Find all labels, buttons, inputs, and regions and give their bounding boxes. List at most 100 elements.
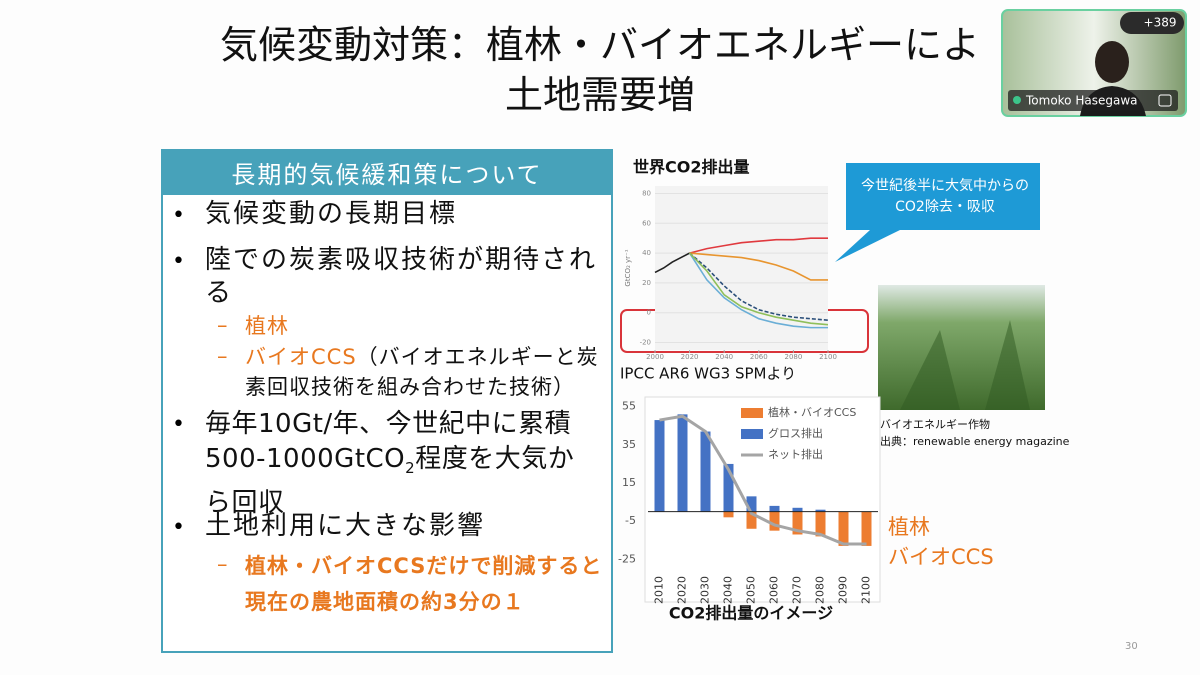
sub-text: （バイオエネルギーと炭素回収技術を組み合わせた技術） <box>245 345 599 399</box>
x-tick-label: 2010 <box>653 576 666 604</box>
bar <box>746 496 757 512</box>
x-tick-label: 2000 <box>646 353 664 361</box>
bar <box>700 431 711 512</box>
sub-bullet: バイオCCS（バイオエネルギーと炭素回収技術を組み合わせた技術） <box>245 342 603 402</box>
x-tick-label: 2020 <box>676 576 689 604</box>
chart-title: 世界CO2排出量 <box>633 158 749 177</box>
series-line <box>688 252 828 329</box>
photo-source: 出典：renewable energy magazine <box>880 434 1070 448</box>
series-line <box>689 252 828 281</box>
series-line <box>689 237 828 254</box>
x-tick-label: 2090 <box>837 576 850 604</box>
legend-label: 植林・バイオCCS <box>768 405 856 419</box>
bar <box>654 420 665 512</box>
bar <box>838 511 849 546</box>
x-tick-label: 2040 <box>722 576 735 604</box>
y-tick-label: 20 <box>642 279 651 287</box>
bar <box>769 505 780 512</box>
y-tick-label: 40 <box>642 249 651 257</box>
y-tick-label: 60 <box>642 219 651 227</box>
sub-text: 植林・バイオCCSだけで削減すると現在の農地面積の約3分の１ <box>245 554 603 614</box>
crop-photo-detail <box>900 320 1030 410</box>
y-tick-label: -25 <box>618 552 636 565</box>
legend-bg <box>737 425 871 444</box>
bullet-dot: • <box>172 412 185 437</box>
bullet-text: 陸での炭素吸収技術が期待される <box>205 245 598 308</box>
legend-bg <box>737 404 871 423</box>
x-tick-label: 2020 <box>681 353 699 361</box>
slide-title-line: 土地需要増 <box>504 73 695 117</box>
bar <box>723 463 734 512</box>
x-tick-label: 2100 <box>819 353 837 361</box>
y-tick-label: 0 <box>647 309 651 317</box>
bar <box>723 511 734 518</box>
box-header-bg <box>163 151 611 195</box>
subscript: 2 <box>405 459 416 478</box>
sub-text: 植林 <box>245 314 289 338</box>
participants-badge-bg[interactable] <box>1120 12 1184 34</box>
legend-label: ネット排出 <box>768 447 823 461</box>
bar <box>769 511 780 531</box>
name-bar <box>1008 90 1178 111</box>
legend-bg <box>737 446 871 465</box>
bullet-dot: • <box>172 249 185 274</box>
name-bar-icon[interactable] <box>1158 94 1172 107</box>
plot-area <box>655 186 828 350</box>
chart-title: CO2排出量のイメージ <box>669 604 833 623</box>
bar <box>815 511 826 537</box>
chart-source: IPCC AR6 WG3 SPMより <box>620 365 796 383</box>
content-box <box>161 149 613 653</box>
page-number: 30 <box>1125 641 1138 652</box>
x-tick-label: 2050 <box>745 576 758 604</box>
sub-bullet: 植林・バイオCCSだけで削減すると現在の農地面積の約3分の１ <box>245 548 603 620</box>
sub-bullet: 植林 <box>245 311 603 341</box>
annotation: バイオCCS <box>888 545 994 569</box>
slide-title-line: 気候変動対策：植林・バイオエネルギーによ <box>219 23 980 67</box>
y-tick-label: -5 <box>625 514 636 527</box>
y-tick-label: -20 <box>640 339 651 347</box>
sub-dash: – <box>217 313 228 337</box>
x-tick-label: 2080 <box>784 353 802 361</box>
bar <box>792 507 803 512</box>
annotation: 植林 <box>888 515 930 539</box>
sub-dash: – <box>217 552 228 576</box>
net-line <box>659 414 867 546</box>
x-tick-label: 2100 <box>860 576 873 604</box>
x-tick-label: 2040 <box>715 353 733 361</box>
y-tick-label: 35 <box>622 438 636 451</box>
bullet: 毎年10Gt/年、今世紀中に累積500-1000GtCO2程度を大気から回収 <box>205 407 600 521</box>
mic-icon <box>1013 96 1021 104</box>
series-line <box>689 252 829 326</box>
y-tick-label: 15 <box>622 476 636 489</box>
bullet-dot: • <box>172 515 185 540</box>
sub-text: バイオCCS <box>245 345 357 369</box>
callout-text: 今世紀後半に大気中からのCO2除去・吸収 <box>861 178 1029 215</box>
bullet-text: 程度を大気から回収 <box>205 444 575 519</box>
series-line <box>689 252 829 321</box>
bullet-dot: • <box>172 203 185 228</box>
photo-caption: バイオエネルギー作物 <box>880 417 990 431</box>
callout-box <box>835 163 1040 262</box>
box-header: 長期的気候緩和策について <box>231 161 543 189</box>
speaker-name: Tomoko Hasegawa <box>1025 94 1138 108</box>
x-tick-label: 2080 <box>814 576 827 604</box>
x-tick-label: 2060 <box>750 353 768 361</box>
bar <box>746 511 757 529</box>
x-tick-label: 2060 <box>768 576 781 604</box>
bar <box>792 511 803 535</box>
series-line <box>654 252 690 274</box>
bullet: 気候変動の長期目標 <box>205 198 600 231</box>
speaker-head <box>1095 41 1129 83</box>
participants-count: +389 <box>1144 16 1177 30</box>
bar <box>861 511 872 546</box>
legend-swatch <box>741 429 763 439</box>
y-tick-label: 55 <box>622 400 636 413</box>
bullet: 陸での炭素吸収技術が期待される <box>205 244 600 310</box>
bullet-text: 毎年10Gt/年、今世紀中に累積500-1000GtCO <box>205 409 572 474</box>
y-axis-label: GtCO₂ yr⁻¹ <box>624 249 632 286</box>
x-tick-label: 2030 <box>699 576 712 604</box>
bar <box>815 509 826 512</box>
bullet-text: 土地利用に大きな影響 <box>205 511 486 541</box>
